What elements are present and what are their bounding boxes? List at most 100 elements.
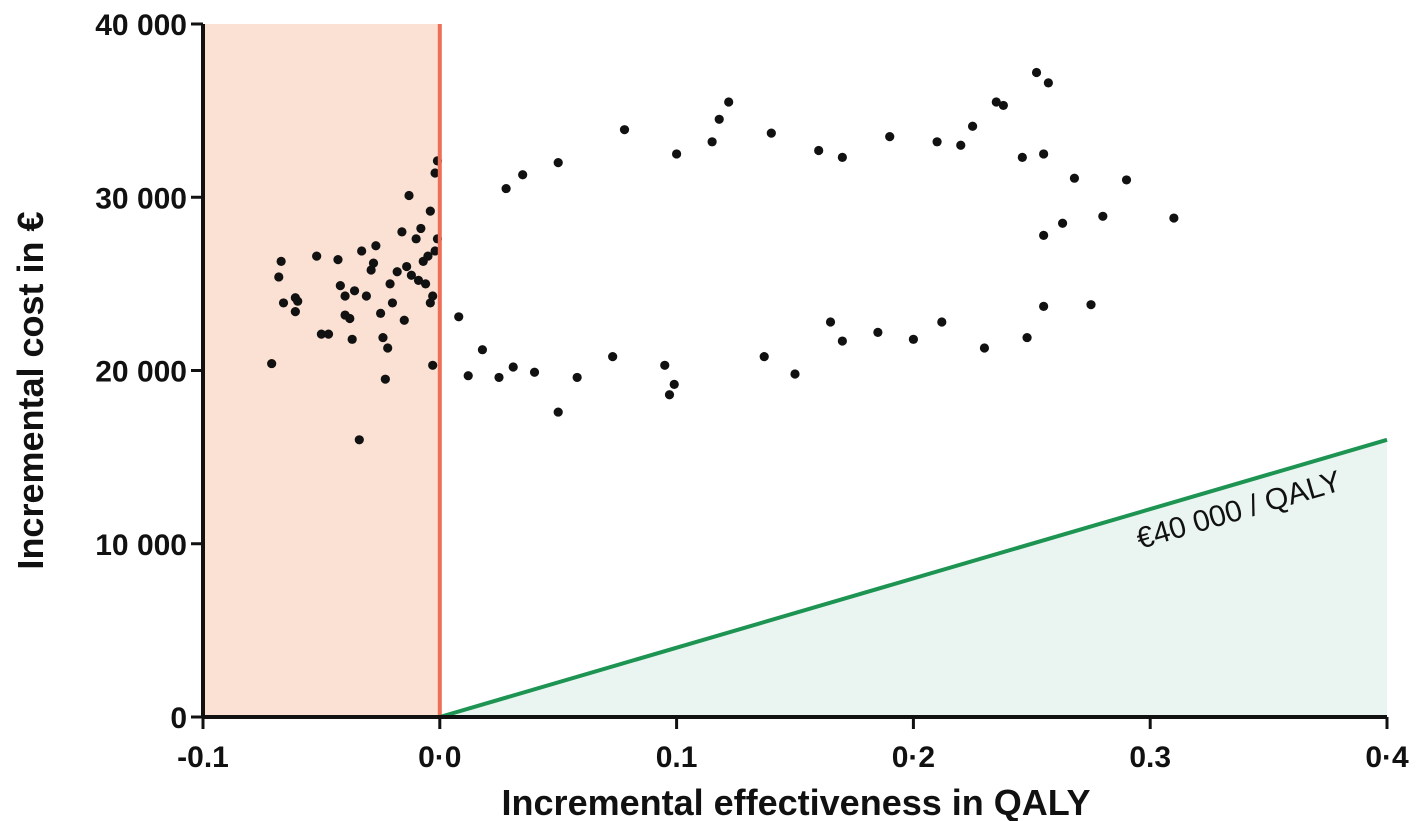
- data-point: [278, 298, 289, 308]
- data-point: [1169, 213, 1179, 223]
- data-point: [387, 298, 398, 308]
- data-point: [420, 279, 431, 289]
- data-point: [423, 251, 433, 261]
- data-point: [553, 158, 563, 168]
- y-tick-label: 20 000: [95, 356, 187, 389]
- data-point: [766, 128, 776, 138]
- data-point: [371, 241, 381, 251]
- data-point: [714, 114, 724, 124]
- data-point: [380, 374, 390, 384]
- data-point: [553, 407, 563, 417]
- x-tick-label: 0·4: [1365, 741, 1409, 774]
- x-axis-title: Incremental effectiveness in QALY: [502, 782, 1091, 821]
- data-point: [991, 97, 1001, 107]
- x-tick-label: 0·2: [892, 741, 935, 774]
- data-point: [430, 168, 440, 178]
- data-point: [413, 275, 424, 286]
- data-point: [357, 246, 367, 256]
- data-point: [267, 358, 277, 369]
- data-point: [724, 97, 734, 107]
- data-point: [608, 352, 618, 362]
- data-point: [494, 372, 504, 383]
- data-point: [908, 334, 919, 344]
- data-point: [956, 140, 966, 150]
- data-point: [347, 334, 357, 344]
- data-point: [454, 312, 464, 322]
- data-point: [1022, 332, 1032, 343]
- x-tick-label: 0.1: [656, 741, 698, 774]
- threshold-line: [439, 437, 1388, 719]
- data-point: [669, 379, 679, 389]
- data-point: [759, 352, 769, 362]
- data-point: [932, 137, 942, 147]
- data-point: [518, 170, 528, 180]
- data-point: [619, 125, 630, 135]
- data-point: [345, 313, 355, 324]
- data-point: [333, 255, 343, 265]
- data-point: [837, 336, 847, 346]
- data-point: [392, 267, 402, 277]
- data-point: [814, 145, 824, 156]
- data-point: [276, 256, 286, 266]
- data-point: [323, 329, 334, 339]
- data-point: [1043, 78, 1053, 88]
- data-point: [1098, 211, 1108, 221]
- x-tick-label: 0·0: [418, 741, 461, 774]
- data-point: [1039, 149, 1049, 159]
- data-point: [660, 360, 670, 370]
- data-point: [1069, 173, 1080, 183]
- data-point: [368, 258, 379, 268]
- data-point: [397, 227, 407, 237]
- data-point: [366, 265, 376, 275]
- y-tick-label: 0: [170, 702, 187, 735]
- data-point: [316, 329, 326, 339]
- data-point: [572, 372, 582, 383]
- data-point: [463, 371, 473, 381]
- data-point: [508, 362, 518, 372]
- data-point: [378, 332, 388, 343]
- data-point: [290, 306, 300, 317]
- dominated-region: [203, 24, 440, 717]
- data-point: [411, 234, 421, 244]
- x-tick-label: -0.1: [177, 741, 229, 774]
- data-point: [340, 291, 350, 301]
- data-point: [968, 121, 978, 131]
- data-point: [825, 317, 836, 327]
- data-point: [885, 132, 895, 142]
- data-point: [672, 149, 682, 159]
- data-point: [998, 100, 1008, 111]
- data-point: [837, 152, 847, 163]
- y-tick-label: 10 000: [95, 529, 187, 562]
- data-point: [430, 246, 440, 256]
- data-point: [1017, 152, 1027, 163]
- data-point: [664, 390, 675, 400]
- data-point: [404, 190, 414, 201]
- data-point: [383, 343, 393, 353]
- data-point: [425, 298, 435, 308]
- points-layer: [267, 67, 1179, 445]
- data-point: [425, 206, 435, 216]
- data-point: [416, 223, 426, 234]
- data-point: [937, 317, 947, 327]
- data-point: [873, 327, 883, 337]
- data-point: [385, 279, 395, 289]
- data-point: [1121, 175, 1132, 185]
- data-point: [1039, 301, 1049, 311]
- data-point: [529, 367, 540, 377]
- y-ticks: 0 10 000 20 000 30 000 40 000: [95, 9, 203, 735]
- data-point: [428, 360, 438, 370]
- data-point: [349, 286, 360, 296]
- data-point: [707, 137, 717, 147]
- data-point: [477, 345, 488, 355]
- data-point: [361, 291, 371, 301]
- data-point: [501, 183, 511, 194]
- data-point: [399, 315, 409, 325]
- data-point: [1039, 230, 1049, 240]
- data-point: [406, 270, 416, 280]
- data-point: [1057, 218, 1068, 228]
- y-tick-label: 40 000: [95, 9, 187, 42]
- y-axis-title: Incremental cost in €: [10, 211, 51, 569]
- data-point: [402, 261, 412, 272]
- data-point: [979, 343, 990, 353]
